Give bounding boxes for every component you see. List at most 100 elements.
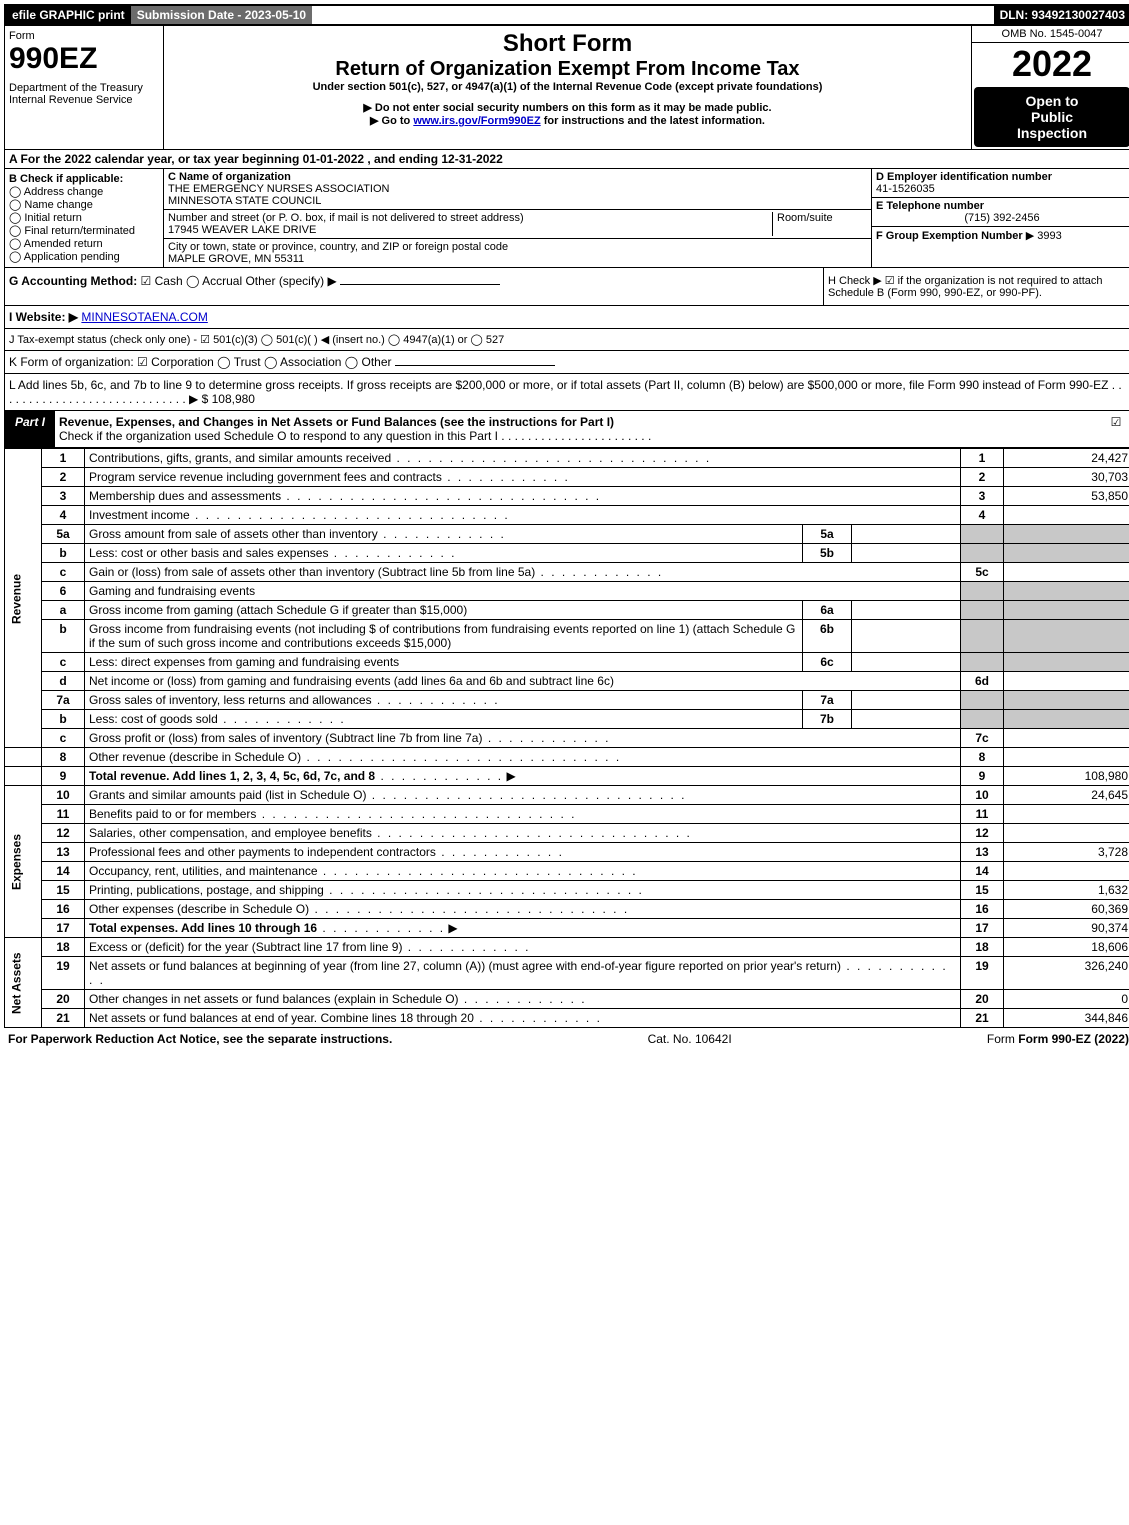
l16-amt: 60,369 [1004,900,1129,919]
g-other: Other (specify) ▶ [245,274,500,288]
l1-desc: Contributions, gifts, grants, and simila… [89,451,391,465]
omb-number: OMB No. 1545-0047 [972,26,1129,43]
l5c-num: c [42,563,85,582]
l2-num: 2 [42,468,85,487]
l12-desc: Salaries, other compensation, and employ… [89,826,372,840]
org-street: 17945 WEAVER LAKE DRIVE [168,224,316,236]
side-revenue: Revenue [5,449,42,748]
ein-value: 41-1526035 [876,183,935,195]
goto-link[interactable]: www.irs.gov/Form990EZ [413,115,540,127]
l6a-val [852,601,961,620]
return-title: Return of Organization Exempt From Incom… [168,58,967,81]
group-exemption: ▶ 3993 [1026,230,1062,242]
city-label: City or town, state or province, country… [168,241,508,253]
goto-tail: for instructions and the latest informat… [544,115,765,127]
l20-boxnum: 20 [961,990,1004,1009]
l21-desc: Net assets or fund balances at end of ye… [89,1011,474,1025]
page-footer: For Paperwork Reduction Act Notice, see … [4,1028,1129,1050]
l11-desc: Benefits paid to or for members [89,807,256,821]
l6c-desc: Less: direct expenses from gaming and fu… [85,653,803,672]
short-form-title: Short Form [168,30,967,58]
l7a-amt-shade [1004,691,1129,710]
cb-address: ◯ Address change [9,185,159,198]
l7a-box: 7a [803,691,852,710]
row-gh: G Accounting Method: ☑ Cash ◯ Accrual Ot… [4,268,1129,306]
k-label: K Form of organization: ☑ Corporation ◯ … [9,355,392,369]
l1-amt: 24,427 [1004,449,1129,468]
l3-boxnum: 3 [961,487,1004,506]
l8-boxnum: 8 [961,748,1004,767]
l17-num: 17 [42,919,85,938]
cb-final: ◯ Final return/terminated [9,224,159,237]
row-j-tax-exempt: J Tax-exempt status (check only one) - ☑… [4,329,1129,351]
e-label: E Telephone number [876,200,984,212]
l15-desc: Printing, publications, postage, and shi… [89,883,324,897]
l6a-amt-shade [1004,601,1129,620]
l5a-val [852,525,961,544]
section-bcdef: B Check if applicable: ◯ Address change … [4,169,1129,268]
org-city: MAPLE GROVE, MN 55311 [168,253,304,265]
l7b-shade [961,710,1004,729]
l6c-val [852,653,961,672]
l7b-val [852,710,961,729]
l10-desc: Grants and similar amounts paid (list in… [89,788,366,802]
top-bar: efile GRAPHIC print Submission Date - 20… [4,4,1129,26]
l19-desc: Net assets or fund balances at beginning… [89,959,841,973]
l20-amt: 0 [1004,990,1129,1009]
l13-amt: 3,728 [1004,843,1129,862]
l2-amt: 30,703 [1004,468,1129,487]
l10-boxnum: 10 [961,786,1004,805]
l6b-val [852,620,961,653]
open-public-badge: Open to Public Inspection [974,87,1129,147]
l7c-desc: Gross profit or (loss) from sales of inv… [89,731,482,745]
l12-boxnum: 12 [961,824,1004,843]
l6b-amt-shade [1004,620,1129,653]
l7a-desc: Gross sales of inventory, less returns a… [89,693,372,707]
f-label: F Group Exemption Number [876,230,1023,242]
i-label: I Website: ▶ [9,310,78,324]
l1-boxnum: 1 [961,449,1004,468]
street-label: Number and street (or P. O. box, if mail… [168,212,524,224]
l7b-amt-shade [1004,710,1129,729]
cb-initial: ◯ Initial return [9,211,159,224]
l5a-num: 5a [42,525,85,544]
l19-num: 19 [42,957,85,990]
l9-boxnum: 9 [961,767,1004,786]
room-label: Room/suite [777,212,833,224]
l18-boxnum: 18 [961,938,1004,957]
efile-label: efile GRAPHIC print [6,6,131,24]
part1-checkbox: ☑ [1100,411,1129,447]
l15-boxnum: 15 [961,881,1004,900]
l19-boxnum: 19 [961,957,1004,990]
l15-num: 15 [42,881,85,900]
l14-num: 14 [42,862,85,881]
row-k-org-form: K Form of organization: ☑ Corporation ◯ … [4,351,1129,374]
website-link[interactable]: MINNESOTAENA.COM [81,310,207,324]
l21-boxnum: 21 [961,1009,1004,1028]
l5b-desc: Less: cost or other basis and sales expe… [89,546,328,560]
ssn-warning: ▶ Do not enter social security numbers o… [168,101,967,114]
l6-num: 6 [42,582,85,601]
under-section: Under section 501(c), 527, or 4947(a)(1)… [168,81,967,93]
l16-desc: Other expenses (describe in Schedule O) [89,902,309,916]
tax-year: 2022 [972,43,1129,85]
l4-amt [1004,506,1129,525]
l6-amt-shade [1004,582,1129,601]
l12-num: 12 [42,824,85,843]
l4-num: 4 [42,506,85,525]
l7b-desc: Less: cost of goods sold [89,712,218,726]
l8-desc: Other revenue (describe in Schedule O) [89,750,301,764]
l5a-amt-shade [1004,525,1129,544]
l5a-shade [961,525,1004,544]
row-l-gross-receipts: L Add lines 5b, 6c, and 7b to line 9 to … [4,374,1129,411]
l10-amt: 24,645 [1004,786,1129,805]
pra-notice: For Paperwork Reduction Act Notice, see … [8,1032,392,1046]
l3-desc: Membership dues and assessments [89,489,281,503]
l16-num: 16 [42,900,85,919]
l3-num: 3 [42,487,85,506]
phone-value: (715) 392-2456 [876,212,1128,224]
org-name-2: MINNESOTA STATE COUNCIL [168,195,321,207]
l15-amt: 1,632 [1004,881,1129,900]
l21-amt: 344,846 [1004,1009,1129,1028]
l6c-amt-shade [1004,653,1129,672]
